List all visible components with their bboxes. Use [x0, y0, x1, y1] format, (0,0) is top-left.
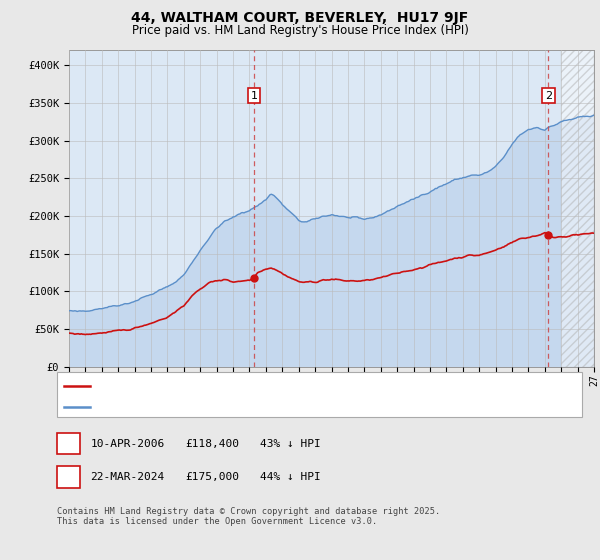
Text: 1: 1 — [65, 438, 72, 449]
Text: £175,000: £175,000 — [185, 472, 239, 482]
Text: 1: 1 — [250, 91, 257, 101]
Text: 2: 2 — [65, 472, 72, 482]
Text: 22-MAR-2024: 22-MAR-2024 — [91, 472, 165, 482]
Text: 44% ↓ HPI: 44% ↓ HPI — [260, 472, 320, 482]
Text: 2: 2 — [545, 91, 552, 101]
Text: Contains HM Land Registry data © Crown copyright and database right 2025.
This d: Contains HM Land Registry data © Crown c… — [57, 507, 440, 526]
Text: 44, WALTHAM COURT, BEVERLEY,  HU17 9JF: 44, WALTHAM COURT, BEVERLEY, HU17 9JF — [131, 11, 469, 25]
Text: 43% ↓ HPI: 43% ↓ HPI — [260, 438, 320, 449]
Text: £118,400: £118,400 — [185, 438, 239, 449]
Text: 44, WALTHAM COURT, BEVERLEY, HU17 9JF (detached house): 44, WALTHAM COURT, BEVERLEY, HU17 9JF (d… — [97, 381, 421, 391]
Text: HPI: Average price, detached house, East Riding of Yorkshire: HPI: Average price, detached house, East… — [97, 402, 457, 412]
Text: Price paid vs. HM Land Registry's House Price Index (HPI): Price paid vs. HM Land Registry's House … — [131, 24, 469, 36]
Text: 10-APR-2006: 10-APR-2006 — [91, 438, 165, 449]
